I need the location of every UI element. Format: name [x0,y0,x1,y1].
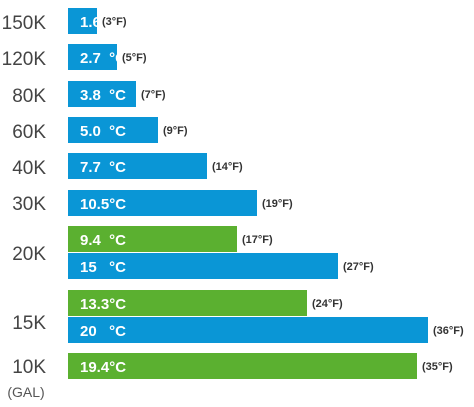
category-label: 150K [2,13,47,34]
category-label: 40K [12,158,46,179]
bar [68,8,97,34]
bar-value-label: 2.7 °C [80,50,126,67]
category-label: 60K [12,122,46,143]
bar-fahrenheit-label: (35°F) [422,361,453,373]
bar [68,353,417,379]
category-label: 20K [12,244,46,265]
unit-label: (GAL) [7,384,44,400]
bar [68,44,117,70]
category-label: 120K [2,49,47,70]
bar [68,290,307,316]
bar [68,226,237,252]
category-label: 30K [12,194,46,215]
bar [68,253,338,279]
bar-value-label: 13.3°C [80,296,126,313]
category-label: 80K [12,86,46,107]
bar-fahrenheit-label: (36°F) [433,325,464,337]
category-label: 10K [12,357,46,378]
bar-fahrenheit-label: (3°F) [102,16,127,28]
bar-value-label: 10.5°C [80,196,126,213]
bar-fahrenheit-label: (24°F) [312,298,343,310]
bar-fahrenheit-label: (17°F) [242,234,273,246]
bar-fahrenheit-label: (9°F) [163,125,188,137]
bar-value-label: 5.0 °C [80,123,126,140]
bar [68,190,257,216]
bar-value-label: 1.6 °C [80,14,126,31]
bar [68,317,428,343]
bar-value-label: 19.4°C [80,359,126,376]
bar-value-label: 20 °C [80,323,126,340]
bar-fahrenheit-label: (27°F) [343,261,374,273]
bar-value-label: 15 °C [80,259,126,276]
bar [68,153,207,179]
bar-value-label: 7.7 °C [80,159,126,176]
bar-fahrenheit-label: (5°F) [122,52,147,64]
bar-value-label: 9.4 °C [80,232,126,249]
bar [68,81,136,107]
bar-fahrenheit-label: (7°F) [141,89,166,101]
bar [68,117,158,143]
bar-fahrenheit-label: (14°F) [212,161,243,173]
bar-value-label: 3.8 °C [80,87,126,104]
bar-fahrenheit-label: (19°F) [262,198,293,210]
category-label: 15K [12,313,46,334]
